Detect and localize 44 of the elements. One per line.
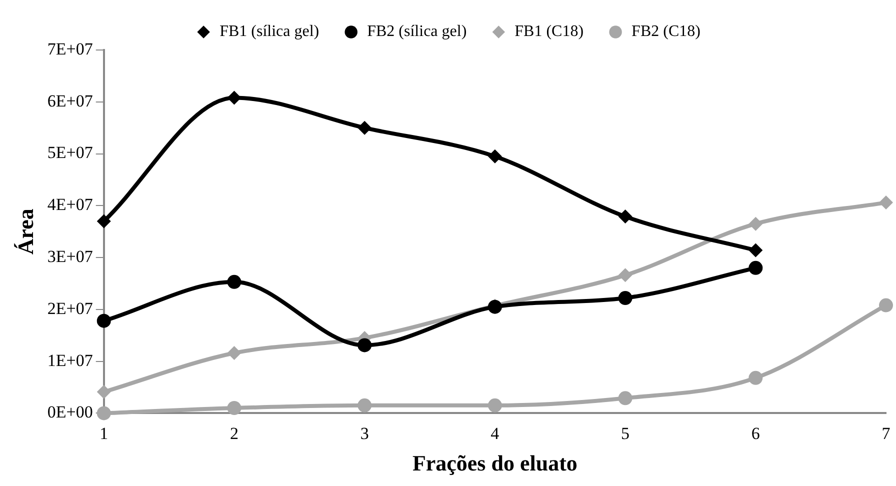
y-tick-label: 1E+07 (47, 350, 94, 370)
x-tick-label: 5 (621, 424, 630, 443)
x-axis-title: Frações do eluato (412, 450, 578, 476)
point (227, 90, 242, 105)
point (748, 216, 763, 231)
x-tick-label: 1 (100, 424, 108, 443)
point (618, 268, 632, 282)
legend-label: FB1 (C18) (514, 23, 584, 40)
y-tick-label: 5E+07 (47, 143, 94, 162)
point (227, 401, 242, 416)
x-tick-label: 7 (882, 424, 891, 443)
point (879, 298, 893, 312)
point (227, 274, 242, 289)
y-tick-label: 4E+07 (47, 195, 94, 214)
x-tick-label: 4 (490, 424, 500, 443)
point (879, 196, 893, 210)
y-tick-label: 6E+07 (47, 91, 94, 110)
point (618, 391, 632, 406)
point (358, 120, 372, 135)
point (748, 260, 763, 275)
point (96, 406, 111, 420)
point (748, 243, 763, 258)
point (618, 291, 632, 306)
y-tick-label: 0E+00 (47, 402, 93, 422)
x-tick-label: 3 (360, 424, 369, 443)
legend-label: FB2 (C18) (632, 23, 700, 40)
legend-label: FB1 (sílica gel) (220, 23, 320, 40)
point (96, 214, 111, 228)
point (358, 398, 372, 412)
point (618, 210, 632, 224)
y-axis-title: Área (12, 208, 38, 255)
point (358, 338, 372, 352)
y-tick-label: 3E+07 (47, 247, 94, 266)
point (96, 384, 111, 399)
point (488, 149, 502, 164)
point (227, 346, 242, 360)
point (748, 370, 763, 385)
point (488, 398, 502, 412)
y-tick-label: 2E+07 (47, 298, 94, 318)
legend-label: FB2 (sílica gel) (367, 23, 467, 40)
x-tick-label: 6 (751, 424, 760, 443)
point (96, 314, 111, 328)
x-tick-label: 2 (230, 424, 238, 443)
y-tick-label: 7E+07 (47, 39, 94, 58)
